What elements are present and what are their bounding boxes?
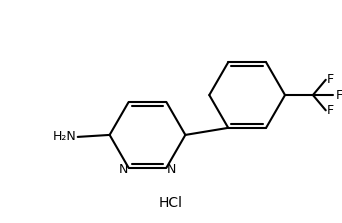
Text: HCl: HCl bbox=[158, 196, 182, 210]
Text: N: N bbox=[167, 163, 176, 176]
Text: F: F bbox=[327, 73, 334, 86]
Text: F: F bbox=[335, 89, 342, 101]
Text: F: F bbox=[327, 104, 334, 117]
Text: H₂N: H₂N bbox=[53, 130, 77, 143]
Text: N: N bbox=[119, 163, 128, 176]
